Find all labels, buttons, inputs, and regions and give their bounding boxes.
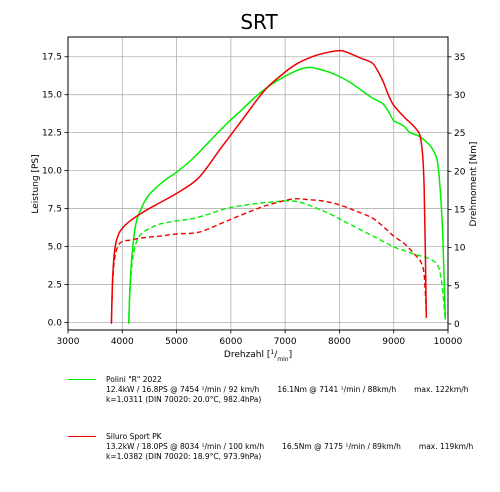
y-left-tick-label: 12.5: [42, 129, 62, 139]
legend-name-polini: Polini "R" 2022: [106, 375, 162, 384]
x-tick-label: 9000: [382, 337, 405, 347]
torque-line-polini: [128, 200, 446, 324]
legend-swatch-polini: [68, 379, 96, 380]
y-axis-right-label: Drehmoment [Nm]: [469, 142, 479, 227]
legend-torque-polini: 16.1Nm @ 7141 ¹/min / 88km/h: [277, 385, 397, 394]
power-line-siluro: [110, 49, 428, 323]
x-tick-label: 8000: [328, 337, 351, 347]
y-left-tick-label: 2.5: [48, 280, 62, 290]
series-lines: [110, 49, 447, 324]
axis-ticks: 3000 4000 5000 6000 7000 8000 9000 10000 0.0 2.5 5…: [42, 53, 466, 347]
x-tick-label: 6000: [219, 337, 242, 347]
x-tick-label: 3000: [57, 337, 80, 347]
legend-swatch-siluro: [68, 436, 96, 437]
y-right-tick-label: 35: [454, 53, 465, 63]
y-right-tick-label: 10: [454, 244, 466, 254]
x-tick-label: 5000: [165, 337, 188, 347]
legend-name-siluro: Siluro Sport PK: [106, 432, 162, 441]
y-right-tick-label: 25: [454, 129, 465, 139]
legend-torque-siluro: 16.5Nm @ 7175 ¹/min / 89km/h: [282, 442, 401, 451]
grid-lines: [67, 37, 449, 330]
y-right-tick-label: 20: [454, 167, 466, 177]
y-left-tick-label: 17.5: [42, 53, 62, 63]
plot-frame: [67, 36, 449, 331]
legend-power-siluro: 13.2kW / 18.0PS @ 8034 ¹/min / 100 km/h: [106, 442, 265, 451]
x-tick-label: 7000: [274, 337, 297, 347]
y-right-tick-label: 30: [454, 91, 466, 101]
legend-vmax-siluro: max. 119km/h: [418, 442, 474, 451]
y-left-tick-label: 7.5: [48, 205, 62, 215]
legend-power-polini: 12.4kW / 16.8PS @ 7454 ¹/min / 92 km/h: [106, 385, 260, 394]
x-axis-label: Drehzahl [1/min]: [224, 349, 292, 363]
legend-correction-siluro: k=1.0382 (DIN 70020: 18.9°C, 973.9hPa): [106, 452, 262, 461]
x-tick-label: 4000: [111, 337, 134, 347]
legend-correction-polini: k=1.0311 (DIN 70020: 20.0°C, 982.4hPa): [106, 395, 262, 404]
y-left-tick-label: 15.0: [42, 91, 62, 101]
y-right-tick-label: 5: [454, 282, 460, 292]
chart-title: SRT: [240, 10, 278, 34]
torque-line-siluro: [110, 197, 427, 324]
x-tick-label: 10000: [434, 337, 463, 347]
y-right-tick-label: 15: [454, 205, 465, 215]
y-left-tick-label: 5.0: [48, 243, 63, 253]
y-left-tick-label: 0.0: [48, 318, 63, 328]
y-left-tick-label: 10.0: [42, 167, 62, 177]
y-right-tick-label: 0: [454, 320, 460, 330]
legend-vmax-polini: max. 122km/h: [414, 385, 469, 394]
power-line-polini: [128, 66, 447, 323]
y-axis-left-label: Leistung [PS]: [31, 154, 41, 213]
